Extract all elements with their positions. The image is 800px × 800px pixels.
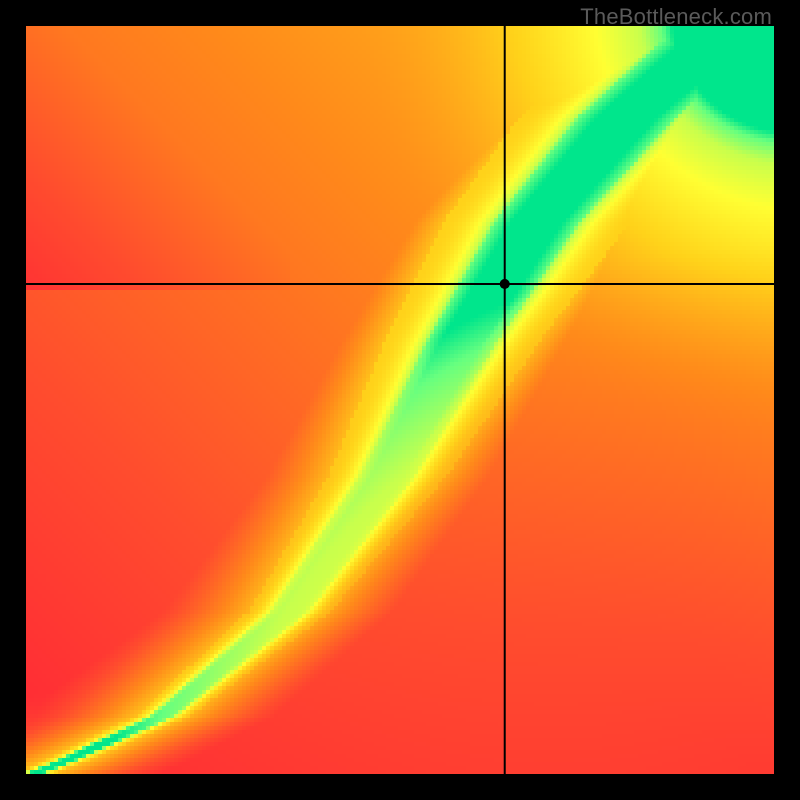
chart-container: TheBottleneck.com <box>0 0 800 800</box>
heatmap-plot <box>0 0 800 800</box>
watermark-text: TheBottleneck.com <box>580 4 772 30</box>
